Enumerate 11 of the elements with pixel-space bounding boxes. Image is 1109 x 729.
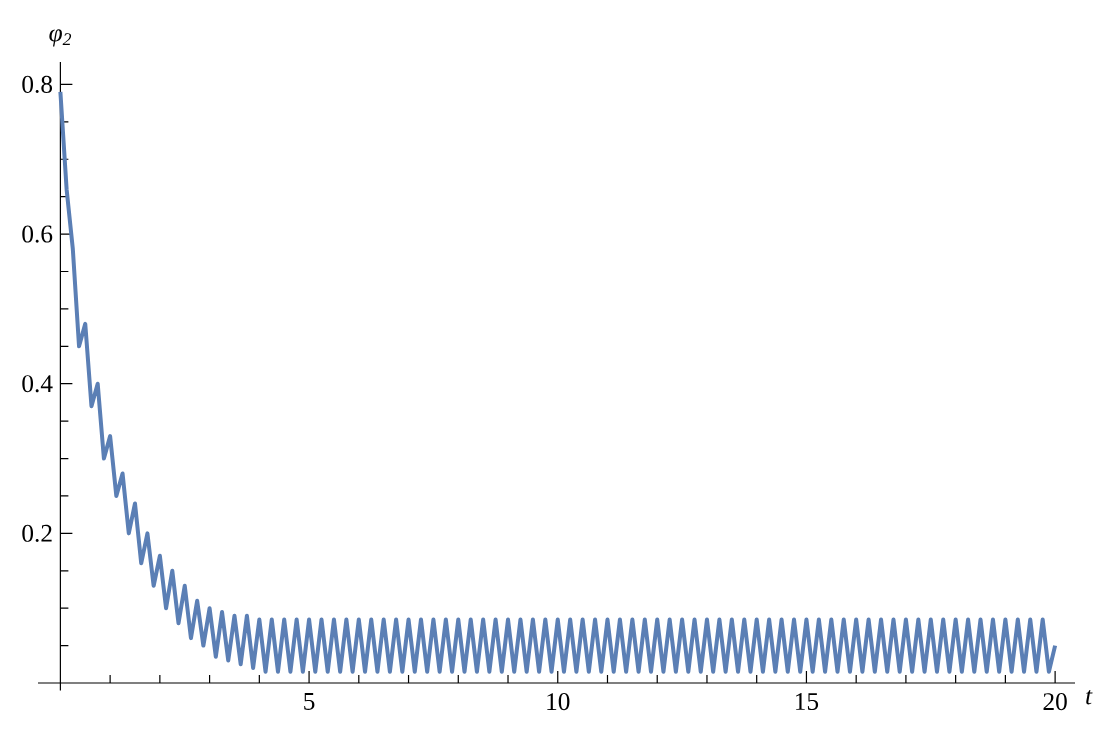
y-tick-label: 0.4 [22, 375, 53, 393]
x-tick-label: 15 [795, 693, 819, 711]
y-tick-label: 0.8 [22, 75, 53, 94]
x-tick-label: 10 [547, 693, 570, 711]
y-axis-title: φ$_{2}$ [49, 29, 72, 47]
x-axis-title: t [1086, 689, 1093, 705]
y-tick-label: 0.6 [22, 225, 53, 243]
x-tick-label: 20 [1043, 693, 1067, 711]
x-tick-label: 5 [304, 693, 315, 710]
y-tick-label: 0.2 [22, 524, 52, 542]
line-series [58, 89, 1058, 674]
